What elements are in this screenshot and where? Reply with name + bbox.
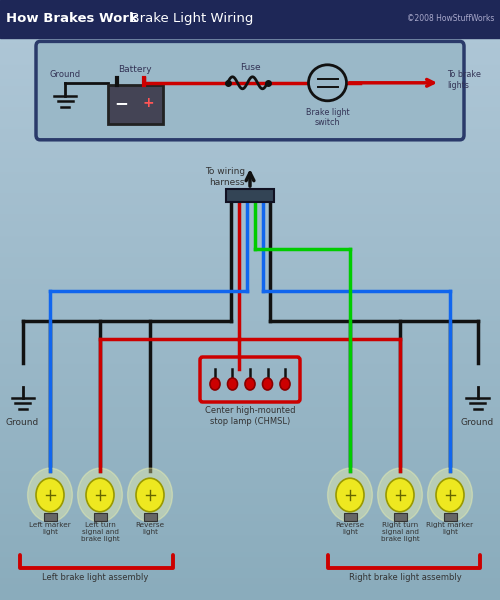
Circle shape [210,378,220,390]
Bar [344,513,356,521]
Text: Right turn
signal and
brake light: Right turn signal and brake light [380,522,420,542]
Text: Brake light
switch: Brake light switch [306,108,350,127]
Circle shape [245,378,255,390]
Bar [144,513,156,521]
Text: −: − [114,94,128,112]
Text: Brake Light Wiring: Brake Light Wiring [122,12,254,25]
Text: ©2008 HowStuffWorks: ©2008 HowStuffWorks [406,14,494,23]
Text: Left turn
signal and
brake light: Left turn signal and brake light [80,522,120,542]
Circle shape [386,478,414,512]
Bar [394,513,406,521]
Circle shape [262,378,272,390]
Text: To brake
lights: To brake lights [448,70,482,89]
Circle shape [328,468,372,522]
Circle shape [436,478,464,512]
Text: Left brake light assembly: Left brake light assembly [42,573,148,582]
Text: Reverse
light: Reverse light [336,522,364,535]
Text: Battery: Battery [118,65,152,74]
Bar [44,513,57,521]
Bar [444,513,456,521]
Text: Center high-mounted
stop lamp (CHMSL): Center high-mounted stop lamp (CHMSL) [205,406,295,425]
Circle shape [136,478,164,512]
Text: Left marker
light: Left marker light [29,522,71,535]
Circle shape [336,478,364,512]
Circle shape [86,478,114,512]
Text: Fuse: Fuse [240,63,260,72]
Circle shape [228,378,237,390]
Text: How Brakes Work: How Brakes Work [6,12,138,25]
Circle shape [28,468,72,522]
Bar [226,189,274,202]
Text: Right brake light assembly: Right brake light assembly [348,573,462,582]
Text: Reverse
light: Reverse light [136,522,164,535]
Text: Ground: Ground [6,418,39,427]
Circle shape [128,468,172,522]
Circle shape [280,378,290,390]
Text: To wiring
harness: To wiring harness [205,167,245,187]
Ellipse shape [308,65,346,101]
Circle shape [378,468,422,522]
Circle shape [78,468,122,522]
Text: Ground: Ground [50,70,80,79]
Bar [94,513,106,521]
Text: Right marker
light: Right marker light [426,522,474,535]
Text: Ground: Ground [461,418,494,427]
Circle shape [428,468,472,522]
Bar [0,0,500,38]
FancyBboxPatch shape [36,41,464,140]
Text: +: + [142,96,154,110]
Circle shape [36,478,64,512]
Bar [108,85,162,124]
